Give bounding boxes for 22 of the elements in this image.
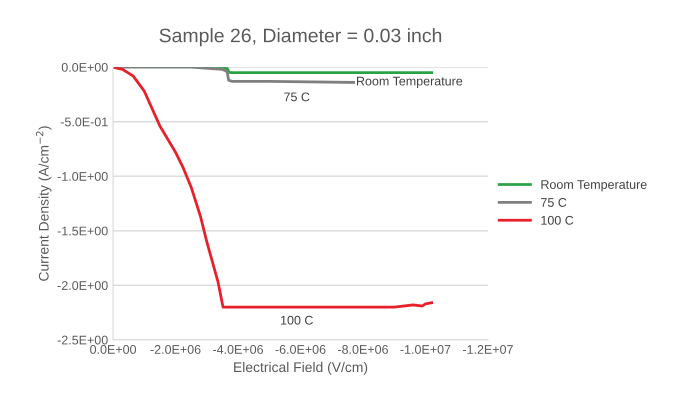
y-axis-title: Current Density (A/cm$^{−2}$) (36, 126, 52, 281)
y-tick-label: -1.5E+00 (58, 226, 108, 236)
y-tick-label: 0.0E+00 (62, 62, 108, 72)
x-tick-label: -8.0E+06 (338, 345, 388, 354)
y-tick-label: -5.0E-01 (60, 117, 108, 126)
legend-label: 100 C (541, 216, 574, 225)
y-tick-label: -1.0E+00 (58, 172, 108, 181)
y-tick-label: -2.5E+00 (58, 336, 108, 344)
annotation: Room Temperature (357, 76, 462, 88)
x-tick-label: -4.0E+06 (213, 345, 264, 354)
annotation: 100 C (281, 316, 313, 325)
annotation: 75 C (284, 92, 310, 102)
x-tick-label: 0.0E+00 (90, 345, 136, 354)
x-tick-label: -1.0E+07 (400, 345, 450, 354)
y-tick-label: -2.0E+00 (58, 281, 108, 290)
x-tick-label: -6.0E+06 (276, 345, 326, 354)
x-axis-title: Electrical Field (V/cm) (234, 362, 368, 375)
x-tick-label: -2.0E+06 (150, 345, 201, 354)
legend-label: 75 C (541, 198, 566, 207)
legend-label: Room Temperature (541, 180, 647, 192)
x-tick-label: -1.2E+07 (462, 345, 513, 354)
chart-title: Sample 26, Diameter = 0.03 inch (160, 28, 442, 46)
